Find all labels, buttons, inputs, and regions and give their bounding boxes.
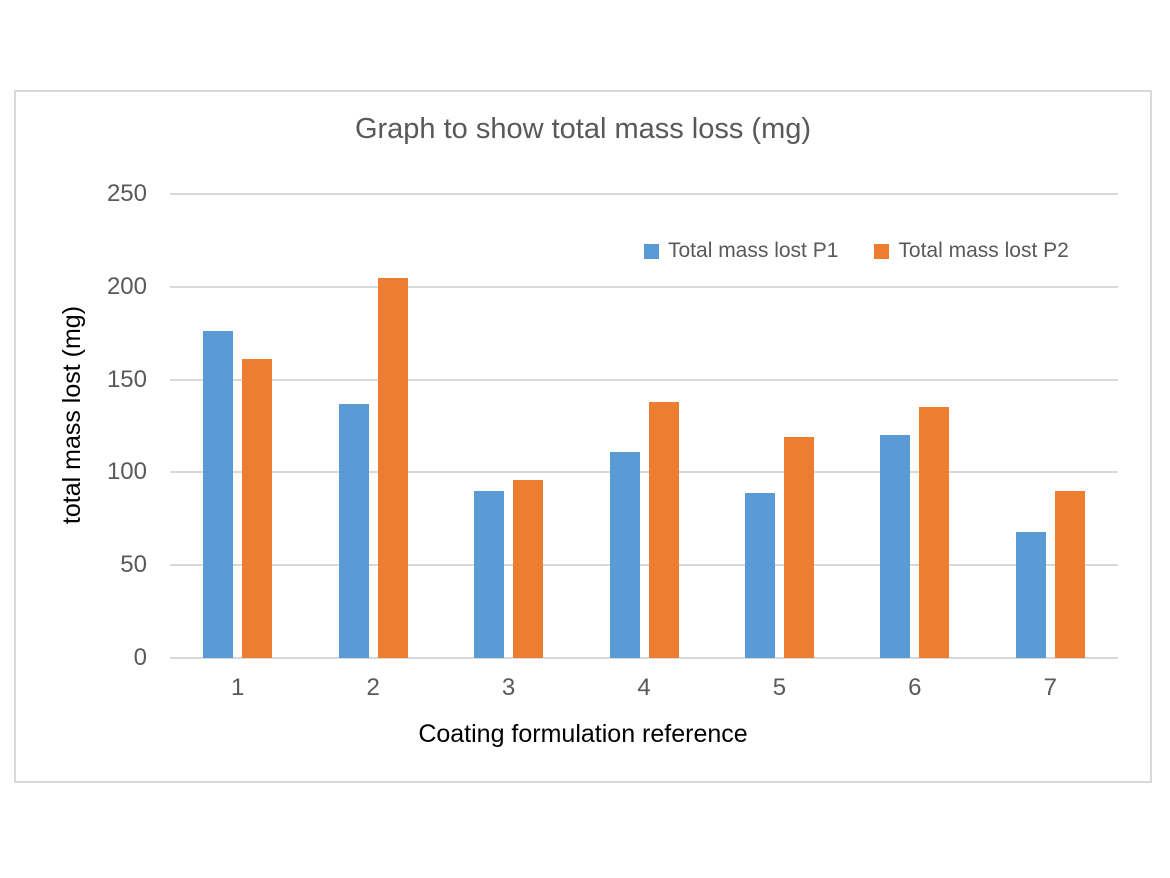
gridline-y250	[170, 193, 1118, 195]
legend-label-p2: Total mass lost P2	[898, 239, 1069, 262]
legend-item-p1: Total mass lost P1	[644, 239, 838, 263]
bar-series1-cat3	[474, 490, 505, 658]
x-tick-label-1: 1	[231, 674, 245, 701]
gridline-y200	[170, 285, 1118, 288]
bar-series2-cat6	[919, 407, 950, 658]
bar-series1-cat4	[609, 451, 640, 658]
x-tick-labels: 1 2 3 4 5 6 7	[170, 676, 1118, 706]
bar-series2-cat4	[648, 401, 679, 658]
bar-series1-cat1	[203, 331, 234, 658]
x-tick-label-3: 3	[501, 674, 516, 701]
x-tick-label-4: 4	[637, 674, 651, 701]
chart-title: Graph to show total mass loss (mg)	[354, 113, 812, 145]
x-tick-label-2: 2	[366, 674, 380, 701]
bar-series1-cat6	[880, 435, 911, 658]
bar-series2-cat7	[1054, 490, 1085, 658]
x-tick-label-5: 5	[772, 674, 787, 701]
gridline-y50	[170, 564, 1118, 567]
bar-series1-cat2	[338, 403, 369, 658]
y-tick-label-50: 50	[120, 551, 147, 579]
bar-series2-cat3	[513, 479, 544, 658]
chart-frame: Graph to show total mass loss (mg) Total…	[14, 90, 1152, 783]
y-tick-label-250: 250	[106, 180, 147, 207]
legend: Total mass lost P1 Total mass lost P2	[644, 239, 1069, 263]
legend-item-p2: Total mass lost P2	[874, 239, 1069, 263]
bar-series1-cat7	[1015, 531, 1046, 658]
bar-series1-cat5	[744, 492, 775, 658]
y-tick-label-200: 200	[106, 272, 147, 300]
legend-swatch-p2-icon	[874, 243, 890, 259]
y-tick-label-0: 0	[133, 644, 147, 671]
x-tick-label-6: 6	[908, 674, 922, 701]
gridline-y150	[170, 378, 1118, 381]
legend-label-p1: Total mass lost P1	[668, 239, 839, 262]
gridline-y0	[170, 657, 1118, 659]
x-tick-label-7: 7	[1043, 674, 1057, 701]
y-tick-label-150: 150	[106, 365, 147, 393]
x-axis-title: Coating formulation reference	[418, 720, 748, 748]
gridline-y100	[170, 471, 1118, 474]
bar-series2-cat1	[242, 359, 273, 658]
y-tick-label-100: 100	[106, 458, 147, 486]
bar-series2-cat2	[377, 277, 408, 658]
y-tick-labels: 0 50 100 150 200 250	[16, 182, 147, 670]
bar-series2-cat5	[783, 437, 814, 658]
legend-swatch-p1-icon	[644, 243, 659, 259]
plot-area	[170, 193, 1118, 659]
